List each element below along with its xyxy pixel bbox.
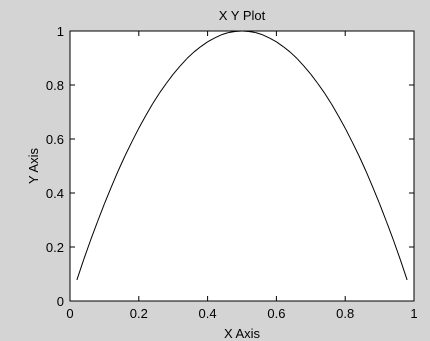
series-line-segment — [172, 65, 181, 75]
x-tick-label: 1 — [410, 306, 417, 321]
x-tick-label: 0.8 — [336, 306, 354, 321]
series-line-segment — [103, 186, 112, 204]
series-line-segment — [262, 34, 270, 39]
series-line-segment — [117, 155, 126, 172]
axes-background — [70, 31, 414, 301]
series-line-segment — [145, 103, 153, 117]
series-line-segment — [131, 127, 140, 142]
series-line-segment — [97, 203, 105, 222]
series-line-segment — [207, 37, 215, 43]
x-axis-label: X Axis — [224, 326, 261, 341]
series-line-segment — [317, 83, 325, 94]
series-line-segment — [138, 115, 147, 129]
series-line-segment — [152, 92, 160, 105]
series-line-segment — [200, 41, 208, 48]
series-line-segment — [248, 31, 256, 34]
series-line-segment — [186, 51, 195, 59]
chart-title: X Y Plot — [219, 8, 266, 23]
series-line-segment — [110, 170, 119, 188]
series-line-segment — [344, 127, 353, 142]
series-line-segment — [282, 46, 291, 53]
series-line-segment — [193, 46, 202, 53]
series-line-segment — [221, 32, 229, 36]
series-line-segment — [296, 58, 305, 67]
series-line-segment — [76, 259, 85, 281]
series-line-segment — [255, 32, 263, 36]
series-line-segment — [337, 115, 346, 129]
y-tick-label: 0.6 — [46, 132, 64, 147]
x-tick-label: 0 — [66, 306, 73, 321]
y-tick-label: 0.8 — [46, 78, 64, 93]
series-line-segment — [372, 186, 381, 204]
axis-ticks: 0 0.2 0.4 0.6 0.8 1 0 0.2 0.4 0.6 0.8 1 — [46, 24, 418, 321]
x-tick-label: 0.2 — [130, 306, 148, 321]
series-line-segment — [124, 141, 133, 156]
series-line-segment — [83, 239, 92, 260]
series-line-segment — [159, 83, 167, 94]
series-line-segment — [365, 170, 374, 188]
series-line-segment — [324, 92, 332, 105]
series-line-segment — [289, 51, 298, 59]
series-line-segment — [358, 155, 367, 172]
series-line-segment — [331, 103, 339, 117]
y-tick-label: 0.2 — [46, 240, 64, 255]
series-line-segment — [392, 239, 401, 260]
y-axis-label: Y Axis — [26, 148, 41, 184]
series-line-segment — [303, 65, 312, 75]
series-line-segment — [386, 221, 394, 241]
y-tick-label: 1 — [57, 24, 64, 39]
series-line-segment — [228, 31, 236, 34]
series-line-segment — [269, 37, 277, 43]
series-line-segment — [379, 203, 387, 222]
x-tick-label: 0.4 — [199, 306, 217, 321]
y-tick-label: 0.4 — [46, 186, 64, 201]
series-line-segment — [276, 41, 284, 48]
series-line-segment — [310, 73, 319, 84]
series-line-segment — [399, 259, 408, 281]
axes-frame — [69, 30, 415, 302]
series-line-segment — [179, 58, 188, 67]
x-tick-label: 0.6 — [267, 306, 285, 321]
series-line-segment — [351, 141, 360, 156]
plot-lines — [76, 30, 408, 281]
series-line-segment — [165, 73, 174, 84]
y-tick-label: 0 — [57, 294, 64, 309]
series-line-segment — [214, 34, 222, 39]
series-line-segment — [90, 221, 98, 241]
